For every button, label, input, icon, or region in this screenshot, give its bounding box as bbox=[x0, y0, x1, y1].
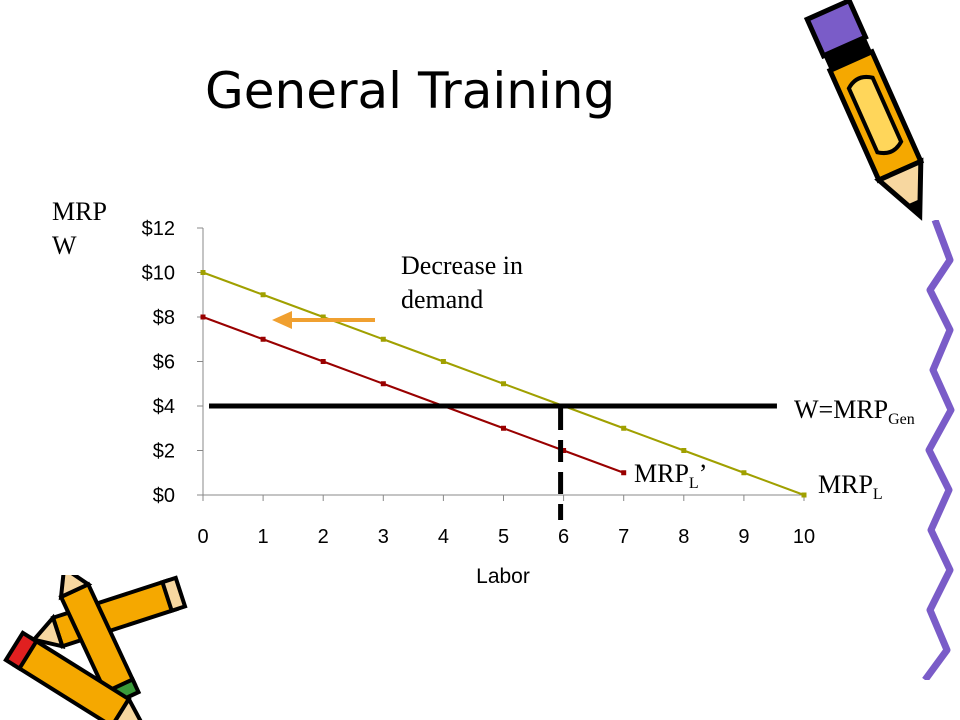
slide-title: General Training bbox=[205, 62, 616, 120]
series-point bbox=[501, 425, 506, 431]
x-tick-label: 6 bbox=[558, 526, 569, 548]
y-tick-label: $10 bbox=[142, 263, 175, 285]
series-point bbox=[320, 359, 326, 364]
x-tick-label: 9 bbox=[738, 526, 749, 548]
series-point bbox=[621, 425, 627, 431]
y-tick-label: $6 bbox=[153, 352, 175, 374]
series-label-mrpl-prime-suffix: ’ bbox=[698, 459, 708, 488]
series-point bbox=[561, 448, 567, 453]
overlay-group bbox=[209, 311, 777, 520]
wavy-edge-decoration-icon bbox=[922, 220, 955, 680]
x-axis-label: Labor bbox=[476, 565, 530, 588]
y-axis-label-line-2: W bbox=[52, 231, 77, 260]
annotation-arrow-head bbox=[272, 311, 292, 329]
y-axis-label: MRP W bbox=[52, 195, 122, 263]
series-point bbox=[380, 381, 386, 387]
pencil-clipart-top-icon bbox=[803, 0, 925, 221]
x-tick-label: 1 bbox=[258, 526, 269, 548]
series-point bbox=[801, 492, 807, 498]
series-line-mrpl-prime bbox=[202, 316, 625, 474]
wage-line-label: W=MRPGen bbox=[794, 393, 915, 437]
series-label-mrpl-main: MRP bbox=[818, 470, 873, 499]
y-tick-label: $2 bbox=[153, 441, 175, 463]
series-group bbox=[200, 270, 807, 498]
series-point bbox=[260, 336, 266, 342]
series-point bbox=[440, 359, 446, 364]
series-point bbox=[501, 381, 506, 387]
wage-line-label-sub: Gen bbox=[888, 411, 915, 428]
series-label-mrpl-prime-main: MRP bbox=[634, 459, 689, 488]
y-tick-label: $8 bbox=[153, 307, 175, 329]
series-point bbox=[681, 448, 687, 453]
y-tick-label: $4 bbox=[153, 396, 175, 418]
axes: $0 $2 $4 $6 $8 $10 $12 0 1 2 3 4 5 6 7 8 9 10 bbox=[142, 218, 816, 548]
series-point bbox=[741, 470, 747, 476]
x-tick-label: 0 bbox=[197, 526, 208, 548]
x-tick-label: 7 bbox=[618, 526, 629, 548]
y-tick-label: $12 bbox=[142, 218, 175, 240]
series-point bbox=[200, 314, 206, 320]
series-label-mrpl-prime-sub: L bbox=[688, 475, 699, 492]
series-label-mrpl-prime: MRPL’ bbox=[634, 457, 707, 501]
y-axis-label-line-1: MRP bbox=[52, 197, 107, 226]
pencil-clipart-bottom-icon bbox=[3, 575, 188, 720]
x-tick-label: 4 bbox=[438, 526, 449, 548]
series-point bbox=[621, 470, 627, 476]
x-tick-label: 3 bbox=[378, 526, 389, 548]
x-tick-label: 5 bbox=[498, 526, 509, 548]
series-point bbox=[260, 292, 266, 298]
x-tick-label: 10 bbox=[793, 526, 815, 548]
series-point bbox=[380, 336, 386, 342]
series-point bbox=[200, 270, 206, 275]
x-tick-label: 8 bbox=[678, 526, 689, 548]
x-tick-label: 2 bbox=[318, 526, 329, 548]
series-label-mrpl-sub: L bbox=[872, 486, 883, 503]
series-point bbox=[320, 314, 326, 320]
y-tick-label: $0 bbox=[153, 485, 175, 507]
wage-line-label-main: W=MRP bbox=[794, 395, 889, 424]
series-label-mrpl: MRPL bbox=[818, 468, 883, 512]
annotation-text: Decrease in demand bbox=[401, 251, 523, 314]
